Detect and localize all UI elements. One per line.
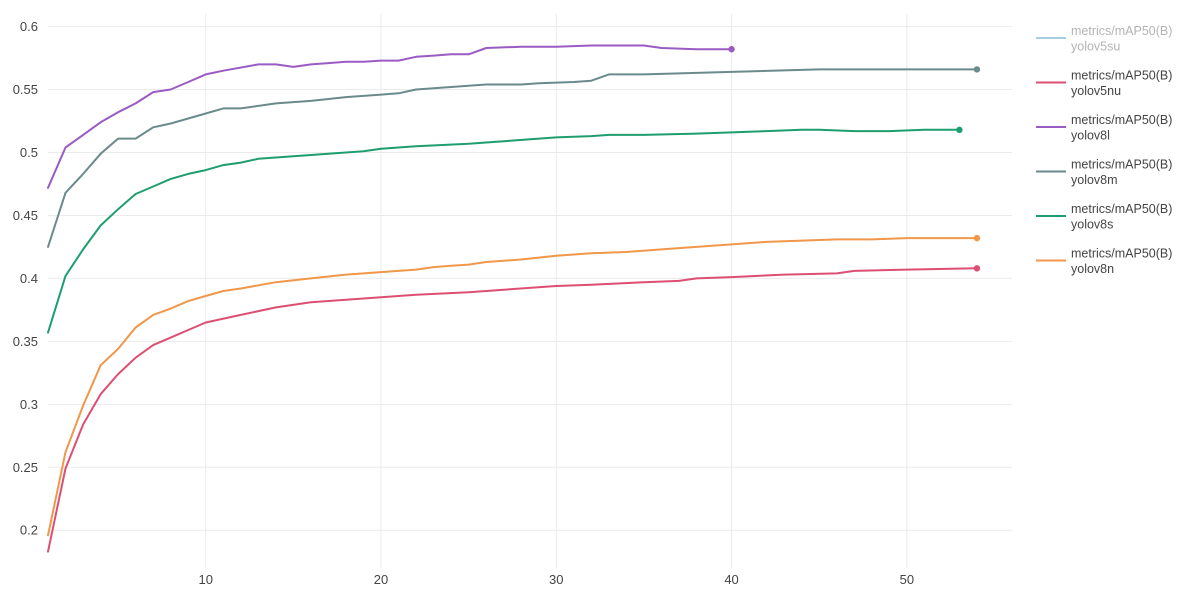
legend: metrics/mAP50(B)yolov5sumetrics/mAP50(B)…: [1036, 24, 1172, 276]
series-end-point-yolov8l: [728, 46, 735, 53]
series-end-point-yolov5nu: [973, 265, 981, 272]
tick-labels: 0.2 0.25 0.3 0.35 0.4 0.45 0.5 0.55 0.6 10 20 30 40 5…: [13, 19, 914, 587]
legend-model-label: yolov5su: [1071, 40, 1120, 54]
legend-model-label: yolov5nu: [1071, 84, 1121, 98]
series-line-yolov8l: [47, 44, 733, 189]
y-tick-label: 0.2: [20, 523, 38, 538]
series-end-point-yolov8n: [973, 234, 981, 242]
series-yolov8s: [47, 126, 963, 334]
series-end-point-yolov8m: [973, 66, 981, 73]
legend-metric-label: metrics/mAP50(B): [1071, 24, 1172, 38]
y-tick-label: 0.3: [20, 397, 38, 412]
grid: [48, 14, 1012, 568]
legend-model-label: yolov8n: [1071, 262, 1114, 276]
legend-model-label: yolov8s: [1071, 218, 1113, 232]
series-lines: [47, 44, 981, 553]
x-tick-label: 10: [199, 572, 213, 587]
y-tick-label: 0.55: [13, 82, 38, 97]
series-line-yolov8n: [47, 237, 978, 537]
legend-item-yolov8n[interactable]: metrics/mAP50(B)yolov8n: [1036, 247, 1172, 277]
x-tick-label: 30: [549, 572, 563, 587]
legend-item-yolov8m[interactable]: metrics/mAP50(B)yolov8m: [1036, 158, 1172, 188]
legend-metric-label: metrics/mAP50(B): [1071, 158, 1172, 172]
legend-model-label: yolov8l: [1071, 129, 1110, 143]
series-yolov8l: [47, 44, 735, 189]
y-tick-label: 0.25: [13, 460, 38, 475]
legend-item-yolov5nu[interactable]: metrics/mAP50(B)yolov5nu: [1036, 69, 1172, 99]
series-yolov5nu: [47, 265, 981, 553]
y-tick-label: 0.4: [20, 271, 38, 286]
series-line-yolov8m: [47, 68, 978, 248]
legend-metric-label: metrics/mAP50(B): [1071, 247, 1172, 261]
legend-item-yolov5su[interactable]: metrics/mAP50(B) yolov5su: [1036, 24, 1172, 54]
series-line-yolov5nu: [47, 267, 978, 553]
legend-metric-label: metrics/mAP50(B): [1071, 202, 1172, 216]
x-tick-label: 50: [900, 572, 914, 587]
y-tick-label: 0.6: [20, 19, 38, 34]
series-yolov8m: [47, 66, 981, 248]
y-tick-label: 0.5: [20, 145, 38, 160]
x-tick-label: 40: [724, 572, 738, 587]
legend-metric-label: metrics/mAP50(B): [1071, 113, 1172, 127]
legend-model-label: yolov8m: [1071, 173, 1118, 187]
series-end-point-yolov8s: [956, 126, 963, 134]
legend-item-yolov8s[interactable]: metrics/mAP50(B) yolov8s: [1036, 202, 1172, 232]
y-tick-label: 0.45: [13, 208, 38, 223]
y-tick-label: 0.35: [13, 334, 38, 349]
series-yolov8n: [47, 234, 981, 537]
x-tick-label: 20: [374, 572, 388, 587]
series-line-yolov8s: [47, 128, 961, 334]
legend-item-yolov8l[interactable]: metrics/mAP50(B) yolov8l: [1036, 113, 1172, 143]
legend-metric-label: metrics/mAP50(B): [1071, 69, 1172, 83]
